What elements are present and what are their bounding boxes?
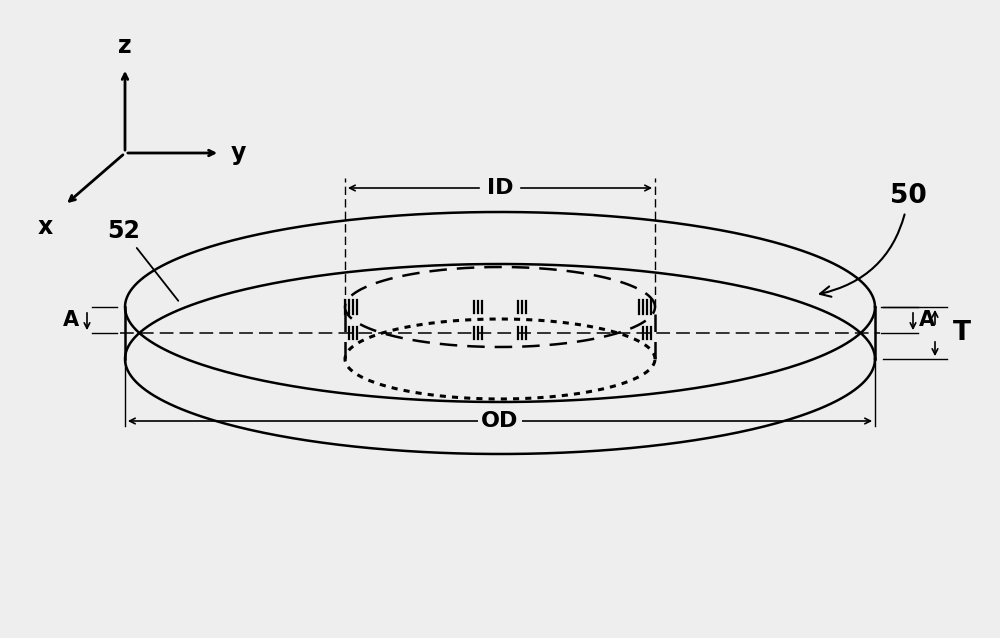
Text: T: T <box>953 320 971 346</box>
Text: z: z <box>118 34 132 58</box>
Text: OD: OD <box>481 411 519 431</box>
Text: A: A <box>919 310 935 330</box>
Text: ID: ID <box>487 178 513 198</box>
Text: x: x <box>38 215 53 239</box>
Text: 50: 50 <box>820 183 927 297</box>
Text: A: A <box>63 310 79 330</box>
Text: y: y <box>231 141 246 165</box>
Text: 52: 52 <box>107 219 178 300</box>
